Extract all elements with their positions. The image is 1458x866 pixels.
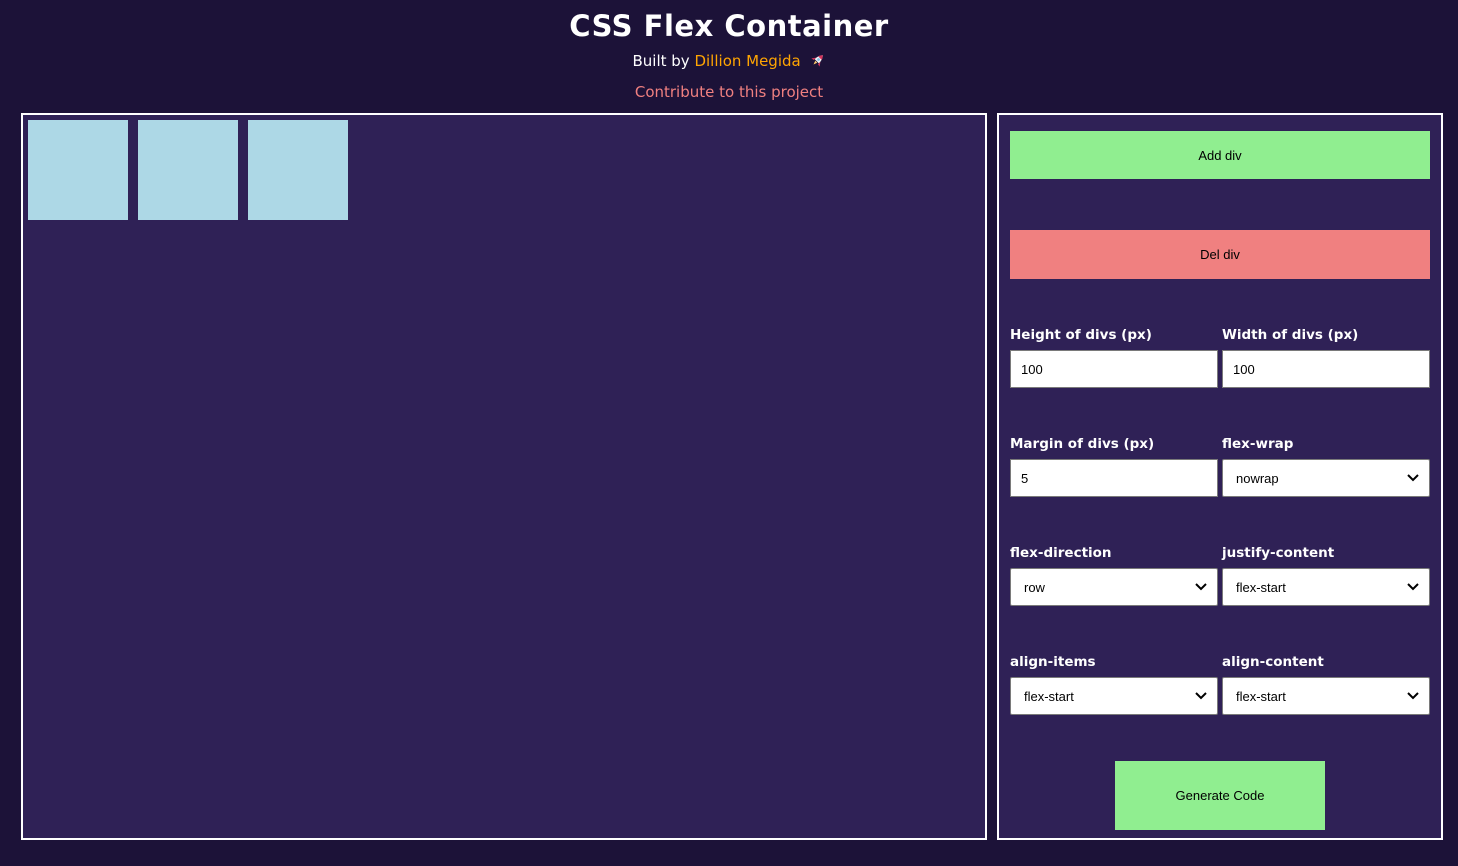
align-items-select[interactable]: flex-start [1010, 677, 1218, 715]
contribute-link[interactable]: Contribute to this project [634, 83, 824, 101]
generate-code-button[interactable]: Generate Code [1115, 761, 1325, 830]
byline: Built by Dillion Megida [0, 52, 1458, 74]
field-align-items: align-items flex-start [1010, 654, 1218, 715]
flex-wrap-select[interactable]: nowrap [1222, 459, 1430, 497]
margin-label: Margin of divs (px) [1010, 436, 1155, 452]
field-align-content: align-content flex-start [1222, 654, 1430, 715]
field-flex-direction: flex-direction row [1010, 545, 1218, 606]
height-input[interactable] [1010, 350, 1218, 388]
field-width: Width of divs (px) [1222, 327, 1430, 388]
author-link[interactable]: Dillion Megida [694, 52, 801, 70]
page-title: CSS Flex Container [569, 9, 889, 43]
generate-row: Generate Code [1010, 761, 1430, 830]
flex-item [28, 120, 128, 220]
built-by-text: Built by [632, 52, 690, 70]
height-label: Height of divs (px) [1010, 327, 1152, 343]
add-div-button[interactable]: Add div [1010, 131, 1430, 179]
rocket-icon [809, 52, 826, 74]
flex-item [138, 120, 238, 220]
flex-item [248, 120, 348, 220]
flex-wrap-label: flex-wrap [1222, 436, 1294, 452]
align-content-select[interactable]: flex-start [1222, 677, 1430, 715]
flex-playground [21, 113, 987, 840]
controls-grid: Height of divs (px) Width of divs (px) M… [1010, 327, 1430, 715]
flex-direction-label: flex-direction [1010, 545, 1112, 561]
width-input[interactable] [1222, 350, 1430, 388]
field-margin: Margin of divs (px) [1010, 436, 1218, 497]
flex-direction-select[interactable]: row [1010, 568, 1218, 606]
page-header: CSS Flex Container Built by Dillion Megi… [0, 0, 1458, 113]
controls-panel: Add div Del div Height of divs (px) Widt… [997, 113, 1443, 840]
field-height: Height of divs (px) [1010, 327, 1218, 388]
align-items-label: align-items [1010, 654, 1096, 670]
justify-content-label: justify-content [1222, 545, 1335, 561]
align-content-label: align-content [1222, 654, 1324, 670]
width-label: Width of divs (px) [1222, 327, 1359, 343]
main-content: Add div Del div Height of divs (px) Widt… [21, 113, 1443, 840]
margin-input[interactable] [1010, 459, 1218, 497]
justify-content-select[interactable]: flex-start [1222, 568, 1430, 606]
field-flex-wrap: flex-wrap nowrap [1222, 436, 1430, 497]
del-div-button[interactable]: Del div [1010, 230, 1430, 279]
field-justify-content: justify-content flex-start [1222, 545, 1430, 606]
